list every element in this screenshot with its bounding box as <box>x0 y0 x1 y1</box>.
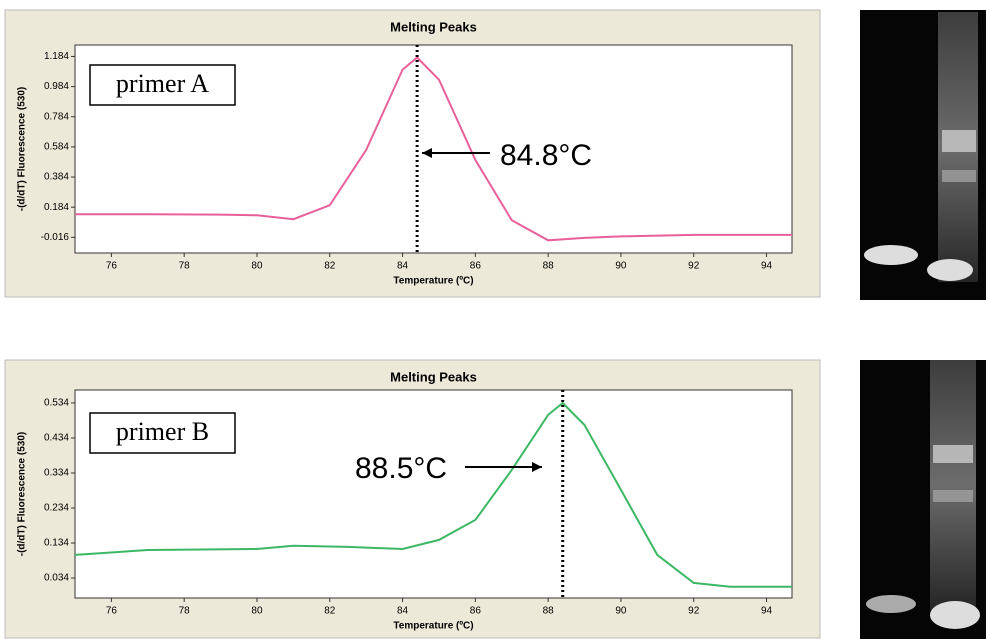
x-tick-label: 76 <box>106 261 118 272</box>
y-tick-label: 0.434 <box>44 433 69 444</box>
x-tick-label: 82 <box>324 606 336 617</box>
primer-label: primer A <box>116 69 209 98</box>
x-tick-label: 86 <box>470 606 482 617</box>
y-tick-label: 0.334 <box>44 468 69 479</box>
gel-a <box>860 10 986 300</box>
x-tick-label: 90 <box>615 606 627 617</box>
x-tick-label: 88 <box>543 606 555 617</box>
x-tick-label: 90 <box>615 261 627 272</box>
y-tick-label: 0.534 <box>44 398 69 409</box>
x-tick-label: 78 <box>179 606 191 617</box>
y-tick-label: 0.234 <box>44 503 69 514</box>
x-tick-label: 94 <box>761 606 773 617</box>
x-tick-label: 80 <box>251 261 263 272</box>
x-tick-label: 78 <box>179 261 191 272</box>
y-tick-label: -0.016 <box>41 232 70 243</box>
figure: Melting Peaks -0.016 0.184 0.384 0.584 0.784 0… <box>0 0 989 639</box>
y-axis-label: -(d/dT) Fluorescence (530) <box>17 432 28 556</box>
y-tick-label: 0.184 <box>44 202 69 213</box>
x-tick-label: 82 <box>324 261 336 272</box>
y-tick-label: 0.584 <box>44 142 69 153</box>
x-tick-label: 84 <box>397 261 409 272</box>
chart-title: Melting Peaks <box>390 19 477 34</box>
x-tick-label: 92 <box>688 606 700 617</box>
peak-label: 88.5°C <box>355 452 447 485</box>
x-tick-label: 84 <box>397 606 409 617</box>
y-axis-label: -(d/dT) Fluorescence (530) <box>17 87 28 211</box>
primer-label: primer B <box>116 417 209 446</box>
gel-b <box>860 360 986 639</box>
y-tick-label: 0.384 <box>44 172 69 183</box>
y-tick-label: 1.184 <box>44 51 69 62</box>
y-tick-label: 0.034 <box>44 573 69 584</box>
y-tick-label: 0.984 <box>44 81 69 92</box>
y-tick-label: 0.134 <box>44 538 69 549</box>
x-tick-label: 86 <box>470 261 482 272</box>
x-tick-label: 88 <box>543 261 555 272</box>
y-tick-label: 0.784 <box>44 111 69 122</box>
x-tick-label: 92 <box>688 261 700 272</box>
chart-title: Melting Peaks <box>390 369 477 384</box>
x-axis-label: Temperature (ºC) <box>393 276 473 287</box>
x-tick-label: 94 <box>761 261 773 272</box>
x-tick-label: 80 <box>251 606 263 617</box>
peak-label: 84.8°C <box>500 139 592 172</box>
x-axis-label: Temperature (ºC) <box>393 621 473 632</box>
x-tick-label: 76 <box>106 606 118 617</box>
